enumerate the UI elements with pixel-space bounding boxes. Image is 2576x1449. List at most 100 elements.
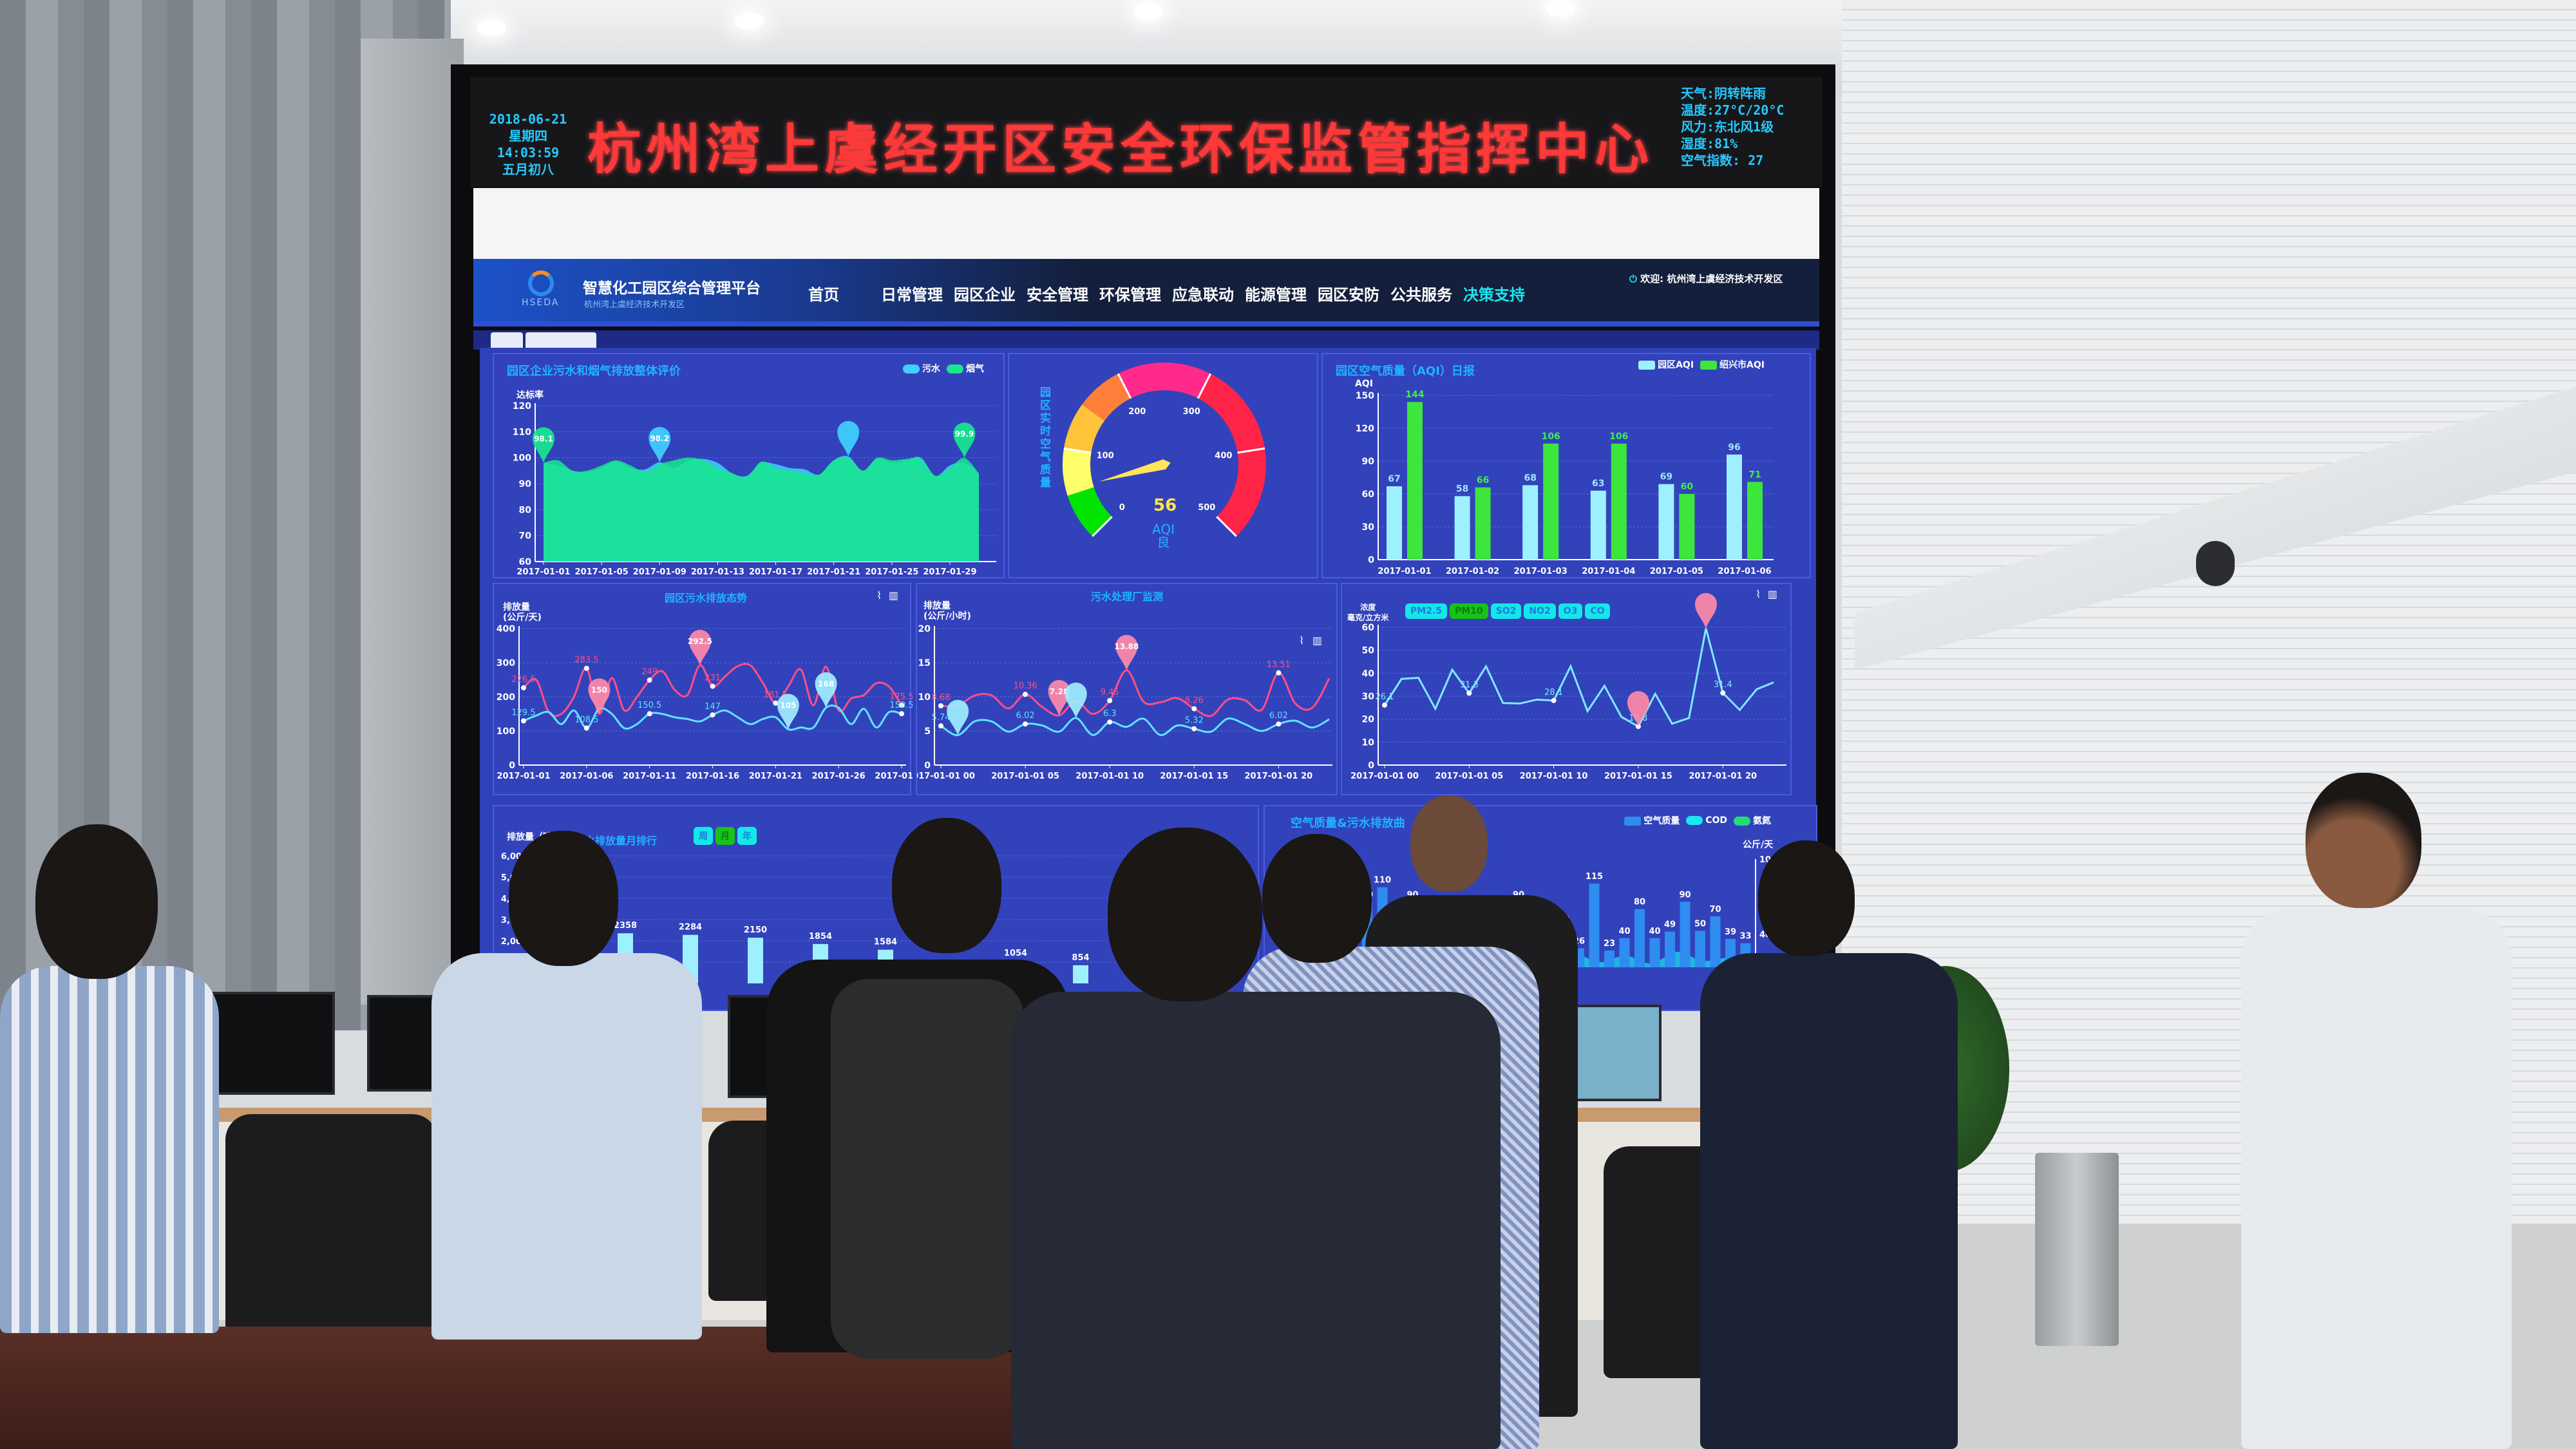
bar-chart-icon[interactable]: ▥ bbox=[1312, 634, 1322, 647]
led-weekday: 星期四 bbox=[509, 128, 547, 144]
x-tick-label: 2017-01-01 15 bbox=[1160, 772, 1228, 781]
period-week-button[interactable]: 周 bbox=[694, 827, 713, 845]
legend-item-city-aqi[interactable]: 绍兴市AQI bbox=[1700, 358, 1765, 371]
pollutant-o3-button[interactable]: O3 bbox=[1558, 603, 1583, 619]
legend-item-air-quality[interactable]: 空气质量 bbox=[1624, 814, 1680, 827]
period-month-button[interactable]: 月 bbox=[715, 827, 735, 845]
data-point bbox=[1191, 706, 1197, 712]
x-tick-label: 2017-01-01 bbox=[497, 772, 550, 781]
head bbox=[892, 818, 1001, 953]
bar-chart-icon[interactable]: ▥ bbox=[1767, 588, 1777, 600]
x-tick-label: 2017-01-13 bbox=[691, 567, 744, 577]
pollutant-pm10-button[interactable]: PM10 bbox=[1450, 603, 1488, 619]
marker-pin bbox=[1627, 691, 1649, 727]
bar-value-label: 39 bbox=[1725, 927, 1736, 937]
marker-label: 13.88 bbox=[1114, 642, 1139, 651]
data-label: 31.4 bbox=[1714, 680, 1732, 690]
nav-item-3[interactable]: 安全管理 bbox=[1027, 286, 1088, 304]
y-tick-label: 10 bbox=[1362, 737, 1375, 748]
bar-value-label: 854 bbox=[1072, 953, 1089, 963]
data-label: 31.3 bbox=[1460, 680, 1479, 690]
legend-item-flue-gas[interactable]: 烟气 bbox=[947, 362, 984, 375]
x-tick-label: 2017-01-01 15 bbox=[1604, 772, 1672, 781]
marker-label: 168 bbox=[818, 679, 834, 688]
pollutant-pm25-button[interactable]: PM2.5 bbox=[1405, 603, 1447, 619]
power-icon[interactable]: ⏻ bbox=[1629, 273, 1637, 285]
y-tick-label: 50 bbox=[1362, 646, 1375, 656]
line-chart-icon[interactable]: ⌇ bbox=[876, 589, 882, 601]
backpack bbox=[831, 979, 1024, 1359]
y-tick-label: 400 bbox=[497, 624, 515, 634]
gauge-major-tick bbox=[1237, 447, 1265, 454]
legend-item-ammonia[interactable]: 氨氮 bbox=[1734, 814, 1771, 827]
welcome-label: 欢迎: 杭州湾上虞经济技术开发区 bbox=[1640, 273, 1783, 285]
legend-item-cod[interactable]: COD bbox=[1686, 815, 1727, 826]
bar bbox=[1658, 484, 1674, 560]
head bbox=[1108, 828, 1262, 1001]
marker-pin bbox=[1048, 679, 1070, 715]
pollutant-co-button[interactable]: CO bbox=[1585, 603, 1610, 619]
app-title: 智慧化工园区综合管理平台 bbox=[583, 280, 761, 297]
weather-temperature: 温度:27°C/20°C bbox=[1681, 102, 1785, 118]
nav-item-6[interactable]: 能源管理 bbox=[1245, 286, 1307, 304]
gauge-band-3 bbox=[1082, 374, 1131, 421]
torso bbox=[2241, 908, 2512, 1449]
gauge-needle bbox=[1099, 459, 1171, 482]
y-tick-label: 90 bbox=[1362, 457, 1375, 467]
bar bbox=[1407, 402, 1423, 560]
pollutant-so2-button[interactable]: SO2 bbox=[1490, 603, 1522, 619]
nav-item-2[interactable]: 园区企业 bbox=[954, 286, 1016, 304]
wall-pillar bbox=[361, 39, 464, 1005]
line-chart-icon[interactable]: ⌇ bbox=[1299, 634, 1304, 647]
line-chart: 0 100 200 300 400 2017-01-01 2017-01-06 2017-01… bbox=[497, 624, 913, 781]
chart-legend: 空气质量 COD 氨氮 bbox=[1624, 814, 1771, 827]
x-tick-label: 2017-01-21 bbox=[749, 772, 802, 781]
tab-2[interactable] bbox=[526, 332, 596, 349]
marker-pin bbox=[1115, 634, 1138, 670]
nav-item-4[interactable]: 环保管理 bbox=[1099, 286, 1161, 304]
bar-value-label: 2284 bbox=[679, 923, 702, 933]
area-chart: 60 70 80 90 100 110 120 2017-01-01 2017-01-05 201… bbox=[513, 401, 996, 577]
data-label: 5.74 bbox=[932, 713, 951, 723]
gauge-tick-label: 500 bbox=[1198, 503, 1215, 513]
pollutant-no2-button[interactable]: NO2 bbox=[1524, 603, 1556, 619]
legend-item-wastewater[interactable]: 污水 bbox=[903, 362, 940, 375]
data-label: 6.02 bbox=[1016, 711, 1035, 721]
nav-item-9[interactable]: 决策支持 bbox=[1463, 286, 1525, 304]
marker-label: 292.5 bbox=[688, 637, 712, 646]
x-tick-label: 2017-01-01 bbox=[1378, 567, 1431, 576]
data-point bbox=[647, 711, 652, 717]
gauge-band-5 bbox=[1198, 374, 1266, 536]
data-point bbox=[938, 703, 943, 708]
bar bbox=[1679, 494, 1695, 560]
gauge-tick-label: 400 bbox=[1215, 451, 1232, 460]
bar bbox=[1695, 931, 1705, 967]
data-label: 150.5 bbox=[638, 701, 661, 710]
bar-value-label: 58 bbox=[1456, 484, 1468, 494]
bar bbox=[1727, 454, 1742, 560]
x-tick-label: 2017-01-26 bbox=[812, 772, 866, 781]
desktop-monitor bbox=[1571, 1005, 1662, 1101]
bar-value-label: 60 bbox=[1681, 482, 1694, 492]
data-label: 283.5 bbox=[574, 656, 598, 665]
legend-item-park-aqi[interactable]: 园区AQI bbox=[1638, 358, 1694, 371]
nav-item-5[interactable]: 应急联动 bbox=[1172, 286, 1234, 304]
bar-chart-icon[interactable]: ▥ bbox=[888, 589, 898, 601]
office-chair bbox=[225, 1114, 438, 1333]
y-tick-label: 60 bbox=[519, 557, 532, 567]
nav-item-7[interactable]: 园区安防 bbox=[1318, 286, 1379, 304]
bar bbox=[1454, 496, 1470, 560]
line-chart-icon[interactable]: ⌇ bbox=[1756, 588, 1761, 600]
y-axis-label: 浓度 毫克/立方米 bbox=[1347, 603, 1389, 622]
period-year-button[interactable]: 年 bbox=[737, 827, 757, 845]
y-tick-label: 10 bbox=[918, 692, 931, 703]
nav-item-1[interactable]: 日常管理 bbox=[881, 286, 943, 304]
data-point bbox=[583, 725, 589, 731]
nav-item-0[interactable]: 首页 bbox=[808, 286, 839, 304]
data-point bbox=[521, 685, 526, 690]
gauge-major-tick bbox=[1197, 373, 1212, 399]
nav-item-8[interactable]: 公共服务 bbox=[1390, 286, 1452, 304]
x-tick-label: 2017-01-01 10 bbox=[1520, 772, 1588, 781]
tab-1[interactable] bbox=[491, 332, 523, 349]
data-label: 26.1 bbox=[1376, 692, 1394, 702]
